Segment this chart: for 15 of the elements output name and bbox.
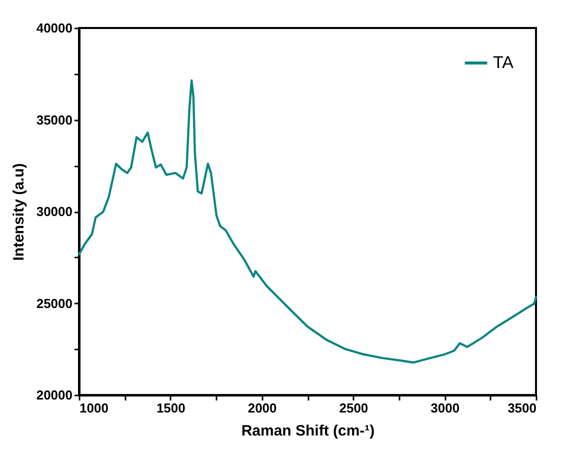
x-axis-title: Raman Shift (cm-¹) — [241, 422, 375, 440]
y-tick-label: 35000 — [36, 112, 72, 128]
x-tick-label: 2500 — [339, 400, 368, 416]
y-tick-label: 25000 — [36, 296, 72, 311]
x-tick-label: 2000 — [248, 400, 277, 416]
y-tick-label: 20000 — [36, 388, 72, 402]
x-tick-label: 1000 — [80, 400, 108, 416]
x-tick-label: 3000 — [430, 400, 460, 416]
legend-label: TA — [493, 53, 514, 72]
x-tick-label: 3500 — [508, 400, 536, 416]
line-series — [78, 79, 538, 364]
x-tick-label: 1500 — [156, 400, 186, 416]
y-tick-label: 40000 — [36, 20, 72, 36]
y-axis-title: Intensity (a.u) — [10, 163, 28, 261]
y-tick-label: 30000 — [36, 204, 72, 219]
